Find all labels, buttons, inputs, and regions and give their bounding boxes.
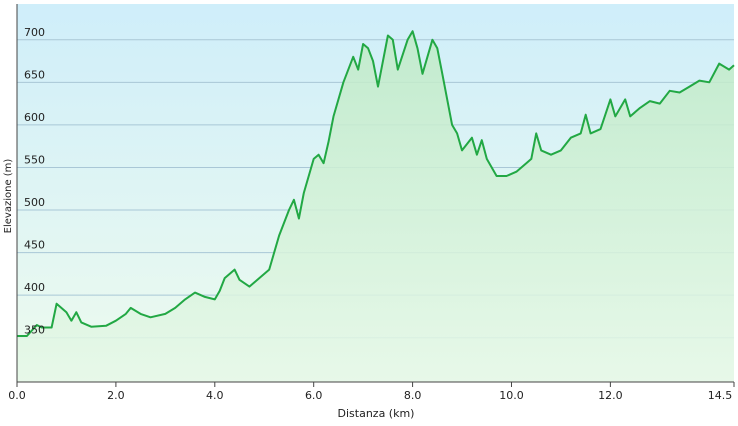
y-tick-label: 650	[24, 68, 45, 81]
y-tick-label: 500	[24, 196, 45, 209]
plot-layer	[17, 30, 735, 382]
y-tick-label: 700	[24, 26, 45, 39]
x-tick-label: 2.0	[107, 389, 125, 402]
y-tick-label: 450	[24, 239, 45, 252]
y-tick-label: 600	[24, 111, 45, 124]
x-tick-label: 6.0	[305, 389, 323, 402]
elevation-line	[17, 30, 735, 337]
y-tick-label: 400	[24, 281, 45, 294]
x-tick-label: 0.0	[8, 389, 26, 402]
x-axis-title: Distanza (km)	[338, 407, 415, 420]
y-axis-title: Elevazione (m)	[3, 159, 14, 234]
y-tick-label: 350	[24, 324, 45, 337]
x-tick-label: 8.0	[404, 389, 422, 402]
x-tick-label: 4.0	[206, 389, 224, 402]
x-tick-label: 12.0	[598, 389, 623, 402]
elevation-area	[17, 31, 734, 382]
y-tick-label: 550	[24, 153, 45, 166]
x-tick-label: 14.5	[708, 389, 733, 402]
x-tick-label: 10.0	[499, 389, 524, 402]
